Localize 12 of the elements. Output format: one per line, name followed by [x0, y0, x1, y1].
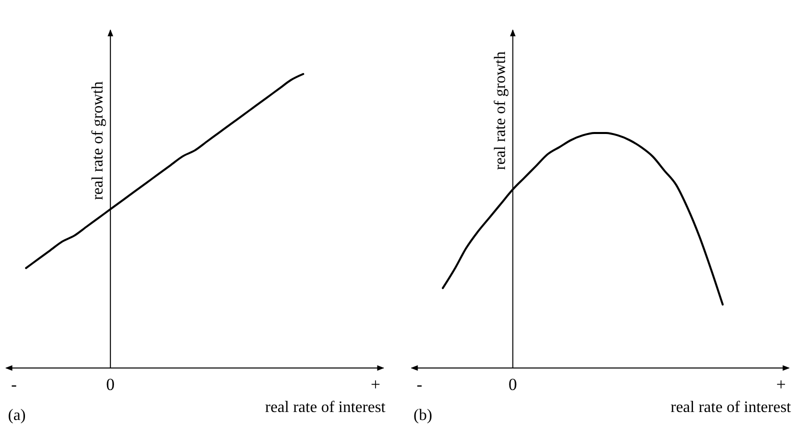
x-tick-label: + [370, 375, 380, 394]
x-tick-label: - [11, 375, 18, 394]
x-tick-label: 0 [106, 375, 115, 394]
x-axis-title: real rate of interest [265, 399, 386, 416]
text: (a) [8, 407, 26, 424]
text: (b) [414, 407, 432, 424]
x-tick-label: + [776, 375, 786, 394]
x-tick-label: 0 [508, 375, 518, 394]
x-axis-title: real rate of interest [670, 399, 792, 416]
x-tick-label: - [416, 375, 423, 394]
y-axis-title: real rate of growth [89, 81, 106, 200]
y-axis-title: real rate of growth [492, 51, 509, 170]
